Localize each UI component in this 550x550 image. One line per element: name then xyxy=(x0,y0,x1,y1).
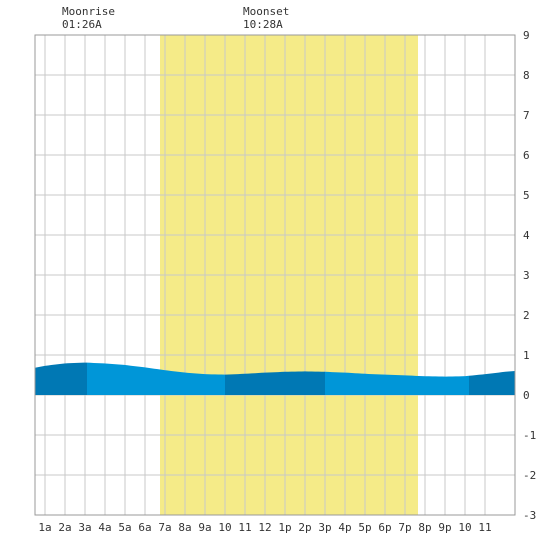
y-tick-label: 9 xyxy=(523,29,530,42)
y-tick-label: 7 xyxy=(523,109,530,122)
tide-area-segment xyxy=(87,362,225,395)
x-axis-tick-labels: 1a 2a 3a 4a 5a 6a 7a 8a 9a 10 11 12 1p 2p 3p 4p 5p 6p 7p 8p… xyxy=(38,521,491,534)
tide-area-segment xyxy=(35,362,87,395)
tide-area-segment xyxy=(469,371,515,395)
x-tick-label: 8a xyxy=(178,521,191,534)
y-tick-label: 1 xyxy=(523,349,530,362)
x-tick-label: 2a xyxy=(58,521,71,534)
x-tick-label: 7p xyxy=(398,521,411,534)
tide-area-segment xyxy=(225,371,325,395)
y-tick-label: -3 xyxy=(523,509,536,522)
tide-layer xyxy=(35,362,515,395)
x-tick-label: 4a xyxy=(98,521,111,534)
moonset-label: Moonset xyxy=(243,5,290,18)
y-tick-label: 0 xyxy=(523,389,530,402)
y-tick-label: 4 xyxy=(523,229,530,242)
y-tick-label: 8 xyxy=(523,69,530,82)
x-tick-label: 12 xyxy=(258,521,271,534)
x-tick-label: 9a xyxy=(198,521,211,534)
x-tick-label: 11 xyxy=(238,521,251,534)
y-tick-label: -2 xyxy=(523,469,536,482)
y-tick-label: 6 xyxy=(523,149,530,162)
x-tick-label: 11 xyxy=(478,521,491,534)
x-tick-label: 3p xyxy=(318,521,331,534)
x-tick-label: 9p xyxy=(438,521,451,534)
x-tick-label: 7a xyxy=(158,521,171,534)
x-tick-label: 10 xyxy=(458,521,471,534)
x-tick-label: 5p xyxy=(358,521,371,534)
x-tick-label: 10 xyxy=(218,521,231,534)
x-tick-label: 6a xyxy=(138,521,151,534)
x-tick-label: 8p xyxy=(418,521,431,534)
moonset-time: 10:28A xyxy=(243,18,283,31)
y-tick-label: 5 xyxy=(523,189,530,202)
x-tick-label: 6p xyxy=(378,521,391,534)
x-tick-label: 5a xyxy=(118,521,131,534)
tide-area-segment xyxy=(325,371,469,395)
x-tick-label: 1a xyxy=(38,521,51,534)
x-tick-label: 2p xyxy=(298,521,311,534)
x-tick-label: 4p xyxy=(338,521,351,534)
y-axis-tick-labels: -3 -2 -1 0 1 2 3 4 5 6 7 8 9 xyxy=(523,29,536,522)
grid-layer xyxy=(35,34,515,516)
moonrise-time: 01:26A xyxy=(62,18,102,31)
plot-frame xyxy=(34,34,516,516)
x-tick-label: 3a xyxy=(78,521,91,534)
y-tick-label: -1 xyxy=(523,429,536,442)
y-tick-label: 3 xyxy=(523,269,530,282)
moonrise-label: Moonrise xyxy=(62,5,115,18)
y-tick-label: 2 xyxy=(523,309,530,322)
x-tick-label: 1p xyxy=(278,521,291,534)
